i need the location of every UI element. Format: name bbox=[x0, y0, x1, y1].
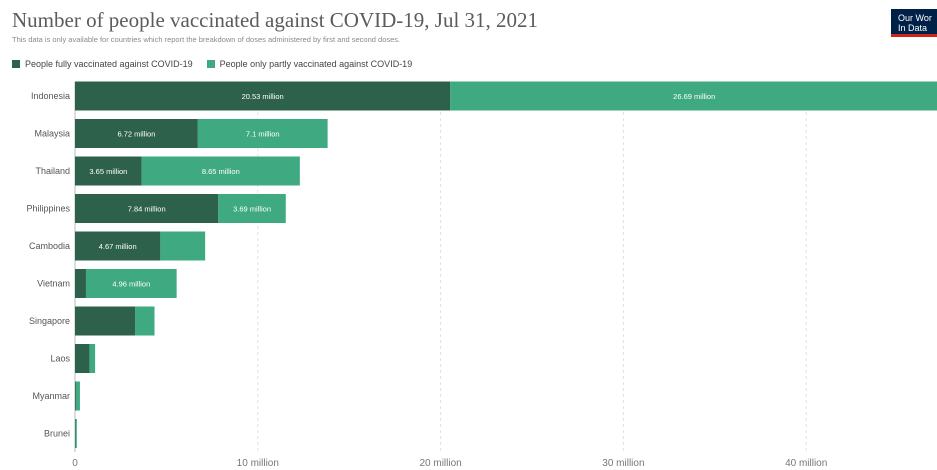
chart-title: Number of people vaccinated against COVI… bbox=[12, 8, 539, 32]
bar-value-label: 20.53 million bbox=[242, 92, 284, 101]
bar-segment[interactable] bbox=[450, 81, 937, 111]
bar-segment[interactable] bbox=[89, 344, 96, 373]
category-label: Philippines bbox=[26, 204, 70, 214]
bar-value-label: 3.65 million bbox=[89, 167, 127, 176]
bar-value-label: 7.1 million bbox=[246, 130, 280, 139]
logo-stripe bbox=[891, 34, 937, 37]
bar-segment[interactable] bbox=[197, 119, 328, 148]
category-label: Cambodia bbox=[29, 241, 70, 251]
bar-segment[interactable] bbox=[135, 306, 155, 336]
legend-item-fully[interactable]: People fully vaccinated against COVID-19 bbox=[12, 59, 193, 69]
bar-value-label: 6.72 million bbox=[117, 130, 155, 139]
category-label: Singapore bbox=[29, 316, 70, 326]
bar-value-label: 4.67 million bbox=[99, 242, 137, 251]
x-tick-label: 30 million bbox=[602, 458, 644, 469]
category-label: Vietnam bbox=[37, 279, 70, 289]
category-label: Thailand bbox=[35, 166, 70, 176]
bar-segment[interactable] bbox=[75, 306, 136, 336]
bar-segment[interactable] bbox=[160, 231, 206, 261]
bar-segment[interactable] bbox=[75, 381, 76, 411]
category-label: Myanmar bbox=[32, 391, 70, 401]
bar-value-label: 3.69 million bbox=[233, 205, 271, 214]
bar-value-label: 4.96 million bbox=[112, 280, 150, 289]
bar-segment[interactable] bbox=[75, 194, 219, 223]
bar-segment[interactable] bbox=[218, 194, 286, 223]
logo-line-2: In Data bbox=[898, 23, 928, 33]
bar-segment[interactable] bbox=[75, 81, 451, 111]
bar-segment[interactable] bbox=[75, 344, 90, 373]
bar-segment[interactable] bbox=[75, 419, 77, 448]
logo-line-1: Our Wor bbox=[898, 13, 932, 23]
bar-segment[interactable] bbox=[141, 156, 300, 186]
x-tick-label: 40 million bbox=[785, 458, 827, 469]
category-label: Malaysia bbox=[34, 129, 70, 139]
bar-value-label: 26.69 million bbox=[673, 92, 715, 101]
x-tick-label: 10 million bbox=[237, 458, 279, 469]
owid-logo[interactable]: Our Wor In Data bbox=[891, 9, 937, 37]
bar-segment[interactable] bbox=[75, 269, 86, 298]
legend-item-partly[interactable]: People only partly vaccinated against CO… bbox=[206, 59, 413, 69]
legend-label-fully: People fully vaccinated against COVID-19 bbox=[25, 59, 193, 69]
bar-segment[interactable] bbox=[75, 156, 142, 186]
bar-value-label: 8.65 million bbox=[202, 167, 240, 176]
chart-legend: People fully vaccinated against COVID-19… bbox=[12, 59, 426, 69]
bar-value-label: 7.84 million bbox=[128, 205, 166, 214]
category-label: Brunei bbox=[44, 429, 70, 439]
legend-label-partly: People only partly vaccinated against CO… bbox=[219, 59, 413, 69]
category-label: Indonesia bbox=[31, 91, 70, 101]
legend-swatch-partly bbox=[206, 60, 215, 68]
legend-swatch-fully bbox=[12, 60, 20, 68]
x-tick-label: 20 million bbox=[419, 458, 461, 469]
x-tick-label: 0 bbox=[72, 458, 78, 469]
bar-segment[interactable] bbox=[75, 231, 161, 261]
bar-segment[interactable] bbox=[75, 119, 198, 148]
bar-segment[interactable] bbox=[75, 381, 80, 411]
category-label: Laos bbox=[50, 354, 70, 364]
bar-segment[interactable] bbox=[85, 269, 177, 298]
chart-subtitle: This data is only available for countrie… bbox=[12, 35, 401, 44]
